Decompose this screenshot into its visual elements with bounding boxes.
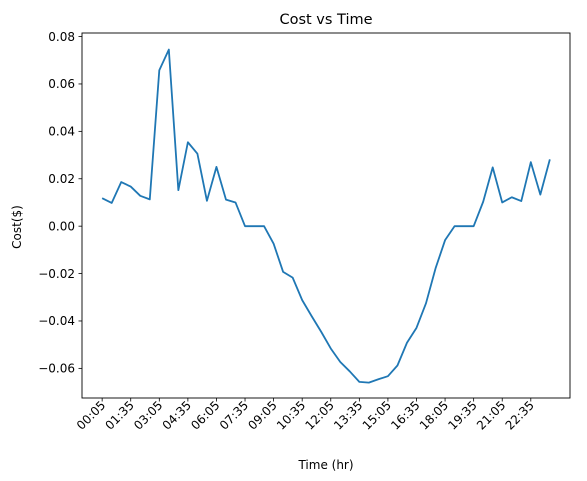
x-tick-label: 09:05: [245, 398, 279, 432]
x-tick-label: 12:05: [303, 398, 337, 432]
y-axis-label: Cost($): [10, 205, 24, 249]
plot-frame: [81, 32, 571, 399]
x-tick-label: 04:35: [160, 398, 194, 432]
y-tick-label: −0.02: [38, 267, 75, 281]
x-tick-label: 03:05: [131, 398, 165, 432]
chart-title: Cost vs Time: [279, 12, 372, 28]
x-tick-label: 06:05: [188, 398, 222, 432]
x-tick-label: 21:05: [474, 398, 508, 432]
x-tick-label: 19:35: [445, 398, 479, 432]
x-tick-label: 18:05: [417, 398, 451, 432]
x-tick-label: 00:05: [74, 398, 108, 432]
x-tick-label: 10:35: [274, 398, 308, 432]
y-axis: −0.06 −0.04 −0.02 0.00 0.02 0.04 0.06 0.08: [38, 30, 82, 376]
x-tick-label: 01:35: [102, 398, 136, 432]
x-tick-label: 07:35: [217, 398, 251, 432]
y-tick-label: −0.06: [38, 362, 75, 376]
y-tick-label: 0.08: [48, 30, 75, 44]
x-axis: 00:0501:3503:0504:3506:0507:3509:0510:35…: [74, 398, 537, 433]
x-tick-label: 15:05: [360, 398, 394, 432]
y-tick-label: 0.06: [48, 77, 75, 91]
series-line: [101, 48, 551, 384]
x-tick-label: 13:35: [331, 398, 365, 432]
y-tick-label: −0.04: [38, 314, 75, 328]
x-tick-label: 16:35: [388, 398, 422, 432]
x-tick-label: 22:35: [503, 398, 537, 432]
y-tick-label: 0.00: [48, 219, 75, 233]
y-tick-label: 0.02: [48, 172, 75, 186]
y-tick-label: 0.04: [48, 125, 75, 139]
x-axis-label: Time (hr): [297, 458, 353, 472]
